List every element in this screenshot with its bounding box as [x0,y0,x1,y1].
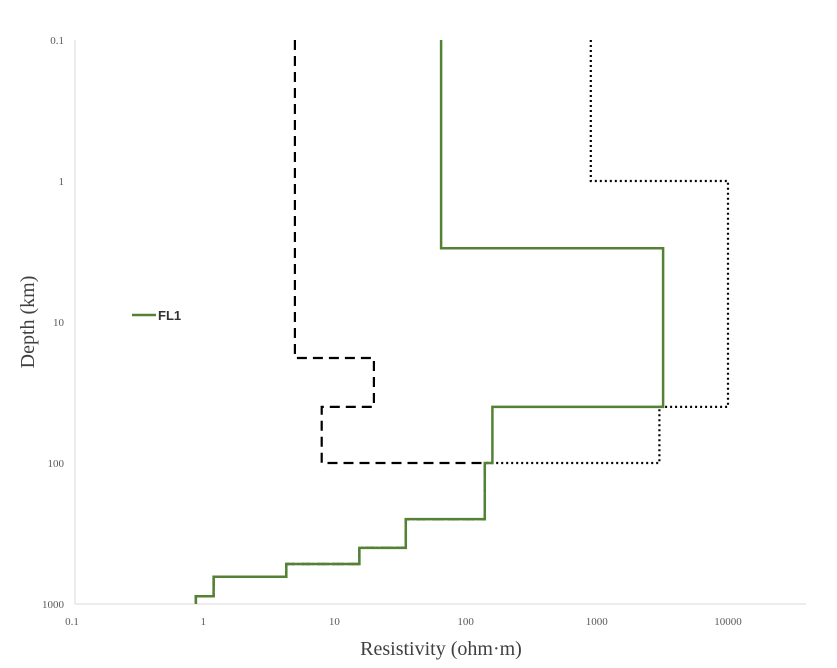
series-layer [194,40,730,604]
y-tick-label: 0.1 [50,35,64,47]
y-tick-label: 100 [48,458,65,470]
x-tick-label: 1 [200,616,206,628]
legend: FL1 [132,308,181,323]
legend-label-fl1: FL1 [158,308,181,323]
y-tick-label: 1 [59,176,65,188]
y-tick-label: 10 [53,317,65,329]
x-axis-title: Resistivity (ohm·m) [360,638,522,660]
x-tick-label: 10 [329,616,341,628]
series-line-fl1 [194,40,665,604]
y-axis-title: Depth (km) [17,276,39,369]
x-tick-label: 10000 [714,616,742,628]
ticks-layer: 0.1 1 10 100 1000 10000 0.1 1 10 100 1000 [42,35,742,628]
y-tick-label: 1000 [42,599,65,611]
x-tick-label: 100 [457,616,474,628]
x-tick-label: 0.1 [65,616,79,628]
x-tick-label: 1000 [586,616,609,628]
